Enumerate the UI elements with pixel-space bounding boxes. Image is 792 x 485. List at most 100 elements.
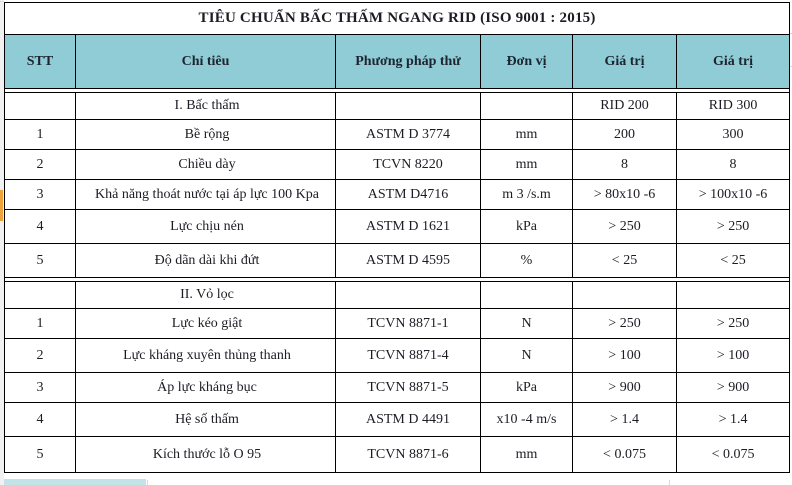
cell-unit: mm [480, 149, 573, 180]
partial-next-row [4, 479, 146, 485]
table-row: 4 Lực chịu nén ASTM D 1621 kPa > 250 > 2… [4, 209, 791, 244]
cell-unit [480, 281, 573, 309]
cell-stt: 5 [4, 436, 76, 473]
cell-rid300: > 100x10 -6 [675, 179, 791, 210]
cell-method: ASTM D 4595 [335, 243, 481, 278]
cell-rid200: > 100 [572, 338, 677, 373]
cell-rid200: > 250 [572, 308, 677, 339]
cell-unit: N [480, 308, 573, 339]
section-row-filter-jacket: II. Vỏ lọc [4, 281, 791, 309]
cell-rid300: 300 [675, 119, 791, 150]
cell-method: TCVN 8220 [335, 149, 481, 180]
section-row-wick-drain: I. Bấc thấm RID 200 RID 300 [4, 92, 791, 120]
cell-rid300: > 100 [675, 338, 791, 373]
row-selection-marker [0, 190, 3, 221]
page-left-margin [0, 0, 4, 485]
cell-unit [480, 92, 573, 120]
cell-criteria: Lực kéo giật [75, 308, 336, 339]
table-row: 4 Hệ số thấm ASTM D 4491 x10 -4 m/s > 1.… [4, 402, 791, 437]
cell-stt [4, 281, 76, 309]
cell-criteria: Khả năng thoát nước tại áp lực 100 Kpa [75, 179, 336, 210]
cell-unit: mm [480, 436, 573, 473]
cell-criteria: Độ dãn dài khi đứt [75, 243, 336, 278]
cell-criteria: Hệ số thấm [75, 402, 336, 437]
cell-rid300: < 0.075 [675, 436, 791, 473]
cell-stt: 1 [4, 119, 76, 150]
cell-criteria: Áp lực kháng bục [75, 372, 336, 403]
cell-stt: 3 [4, 372, 76, 403]
cell-rid300-header: RID 300 [675, 92, 791, 120]
cell-rid200: < 25 [572, 243, 677, 278]
cell-unit: kPa [480, 372, 573, 403]
cell-rid300: > 250 [675, 308, 791, 339]
section-label: I. Bấc thấm [75, 92, 336, 120]
cell-criteria: Bề rộng [75, 119, 336, 150]
cell-method: ASTM D4716 [335, 179, 481, 210]
cell-method [335, 92, 481, 120]
cell-unit: kPa [480, 209, 573, 244]
gridline [669, 480, 670, 485]
cell-rid200: < 0.075 [572, 436, 677, 473]
column-header-value2: Giá trị [675, 34, 791, 89]
cell-unit: x10 -4 m/s [480, 402, 573, 437]
column-header-criteria: Chỉ tiêu [75, 34, 336, 89]
table-row: 3 Khả năng thoát nước tại áp lực 100 Kpa… [4, 179, 791, 210]
cell-rid200: > 1.4 [572, 402, 677, 437]
cell-rid200: 200 [572, 119, 677, 150]
cell-unit: N [480, 338, 573, 373]
cell-rid300: > 1.4 [675, 402, 791, 437]
cell-method: TCVN 8871-4 [335, 338, 481, 373]
cell-stt: 4 [4, 402, 76, 437]
cell-rid200: > 900 [572, 372, 677, 403]
cell-stt: 5 [4, 243, 76, 278]
column-header-value1: Giá trị [572, 34, 677, 89]
cell-rid200: 8 [572, 149, 677, 180]
table-row: 1 Bề rộng ASTM D 3774 mm 200 300 [4, 119, 791, 150]
cell-rid300: > 900 [675, 372, 791, 403]
table-header-row: STT Chỉ tiêu Phương pháp thử Đơn vị Giá … [4, 34, 791, 89]
cell-method: ASTM D 1621 [335, 209, 481, 244]
cell-stt: 2 [4, 149, 76, 180]
cell-stt [4, 92, 76, 120]
cell-stt: 1 [4, 308, 76, 339]
cell-method [335, 281, 481, 309]
cell-criteria: Chiều dày [75, 149, 336, 180]
cell-stt: 2 [4, 338, 76, 373]
cell-method: TCVN 8871-6 [335, 436, 481, 473]
page-title: TIÊU CHUẨN BẤC THẤM NGANG RID (ISO 9001 … [3, 2, 791, 35]
column-header-unit: Đơn vị [480, 34, 573, 89]
cell-criteria: Lực kháng xuyên thủng thanh [75, 338, 336, 373]
cell-method: ASTM D 4491 [335, 402, 481, 437]
cell-rid300: > 250 [675, 209, 791, 244]
cell-rid200-header: RID 200 [572, 92, 677, 120]
table-title-row: TIÊU CHUẨN BẤC THẤM NGANG RID (ISO 9001 … [3, 2, 791, 35]
section-label: II. Vỏ lọc [75, 281, 336, 309]
cell-rid300-header [675, 281, 791, 309]
table-row: 5 Kích thước lỗ O 95 TCVN 8871-6 mm < 0.… [4, 436, 791, 473]
cell-criteria: Lực chịu nén [75, 209, 336, 244]
cell-stt: 4 [4, 209, 76, 244]
table-row: 1 Lực kéo giật TCVN 8871-1 N > 250 > 250 [4, 308, 791, 339]
cell-rid300: < 25 [675, 243, 791, 278]
gridline [0, 1, 4, 2]
column-header-stt: STT [4, 34, 76, 89]
gridline [147, 480, 148, 485]
column-header-method: Phương pháp thử [335, 34, 481, 89]
cell-stt: 3 [4, 179, 76, 210]
table-row: 2 Chiều dày TCVN 8220 mm 8 8 [4, 149, 791, 180]
cell-rid200: > 80x10 -6 [572, 179, 677, 210]
cell-rid200: > 250 [572, 209, 677, 244]
standards-table: TIÊU CHUẨN BẤC THẤM NGANG RID (ISO 9001 … [3, 2, 791, 473]
cell-rid200-header [572, 281, 677, 309]
cell-method: ASTM D 3774 [335, 119, 481, 150]
gridline [788, 33, 792, 34]
cell-unit: % [480, 243, 573, 278]
cell-method: TCVN 8871-1 [335, 308, 481, 339]
table-row: 5 Độ dãn dài khi đứt ASTM D 4595 % < 25 … [4, 243, 791, 278]
cell-method: TCVN 8871-5 [335, 372, 481, 403]
cell-unit: mm [480, 119, 573, 150]
table-row: 3 Áp lực kháng bục TCVN 8871-5 kPa > 900… [4, 372, 791, 403]
cell-unit: m 3 /s.m [480, 179, 573, 210]
cell-rid300: 8 [675, 149, 791, 180]
